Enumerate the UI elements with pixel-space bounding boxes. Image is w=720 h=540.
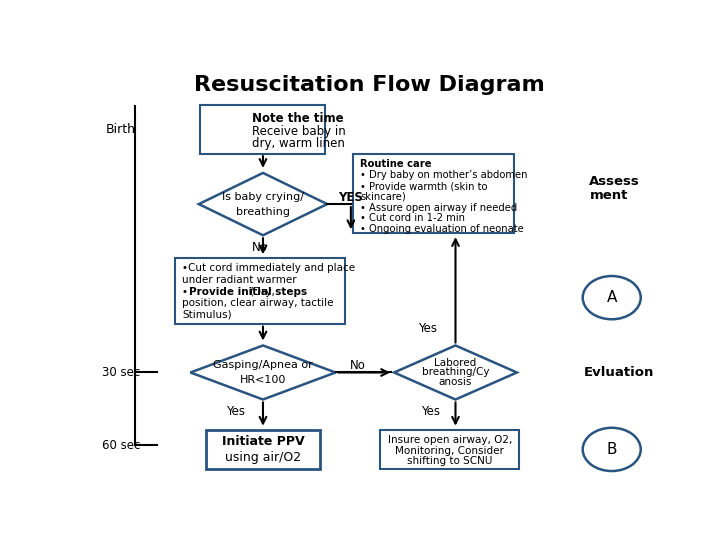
- Text: Monitoring, Consider: Monitoring, Consider: [395, 446, 504, 456]
- Text: • Assure open airway if needed: • Assure open airway if needed: [360, 202, 518, 213]
- Polygon shape: [190, 346, 336, 400]
- Text: under radiant warmer: under radiant warmer: [182, 275, 297, 285]
- Text: Evluation: Evluation: [584, 366, 654, 379]
- FancyBboxPatch shape: [353, 154, 514, 233]
- Text: YES: YES: [338, 191, 363, 204]
- Text: Note the time: Note the time: [252, 112, 343, 125]
- Text: shifting to SCNU: shifting to SCNU: [408, 456, 492, 466]
- Text: ment: ment: [590, 190, 628, 202]
- Text: B: B: [606, 442, 617, 457]
- Polygon shape: [199, 173, 327, 235]
- Text: Yes: Yes: [421, 406, 440, 419]
- Text: using air/O2: using air/O2: [225, 451, 301, 464]
- Text: • Dry baby on mother’s abdomen: • Dry baby on mother’s abdomen: [360, 170, 528, 180]
- Polygon shape: [394, 346, 517, 400]
- Text: • Cut cord in 1-2 min: • Cut cord in 1-2 min: [360, 213, 465, 224]
- Text: Insure open airway, O2,: Insure open airway, O2,: [388, 435, 512, 445]
- Text: Provide initial steps: Provide initial steps: [189, 287, 310, 296]
- Text: Stimulus): Stimulus): [182, 310, 232, 320]
- Text: Labored: Labored: [434, 359, 477, 368]
- Text: Gasping/Apnea or: Gasping/Apnea or: [213, 360, 313, 370]
- Text: breathing: breathing: [236, 207, 290, 217]
- Text: • Ongoing evaluation of neonate: • Ongoing evaluation of neonate: [360, 224, 524, 234]
- Circle shape: [582, 276, 641, 319]
- Text: Yes: Yes: [418, 322, 437, 335]
- Text: HR<100: HR<100: [240, 375, 286, 385]
- Text: position, clear airway, tactile: position, clear airway, tactile: [182, 298, 333, 308]
- Text: 30 sec: 30 sec: [102, 366, 140, 379]
- Text: Birth: Birth: [106, 123, 135, 136]
- FancyBboxPatch shape: [200, 105, 325, 154]
- Text: Routine care: Routine care: [360, 159, 432, 170]
- Text: •: •: [182, 287, 192, 296]
- FancyBboxPatch shape: [206, 430, 320, 469]
- Text: Is baby crying/: Is baby crying/: [222, 192, 304, 201]
- Text: Assess: Assess: [590, 175, 640, 188]
- Text: 60 sec: 60 sec: [102, 439, 140, 452]
- Text: breathing/Cy: breathing/Cy: [422, 368, 490, 377]
- Text: Initiate PPV: Initiate PPV: [222, 435, 305, 448]
- Circle shape: [582, 428, 641, 471]
- FancyBboxPatch shape: [176, 258, 345, 325]
- Text: Yes: Yes: [225, 406, 245, 419]
- Text: •Cut cord immediately and place: •Cut cord immediately and place: [182, 264, 355, 273]
- Text: A: A: [606, 290, 617, 305]
- Text: No: No: [349, 359, 365, 372]
- Text: anosis: anosis: [438, 376, 472, 387]
- Text: skincare): skincare): [360, 192, 406, 202]
- Text: Receive baby in: Receive baby in: [252, 125, 346, 138]
- Text: • Provide warmth (skin to: • Provide warmth (skin to: [360, 181, 488, 191]
- Text: dry, warm linen: dry, warm linen: [252, 137, 345, 150]
- Text: (Dry,: (Dry,: [249, 287, 275, 296]
- Text: No: No: [252, 241, 268, 254]
- FancyBboxPatch shape: [380, 430, 519, 469]
- Text: Resuscitation Flow Diagram: Resuscitation Flow Diagram: [194, 75, 544, 95]
